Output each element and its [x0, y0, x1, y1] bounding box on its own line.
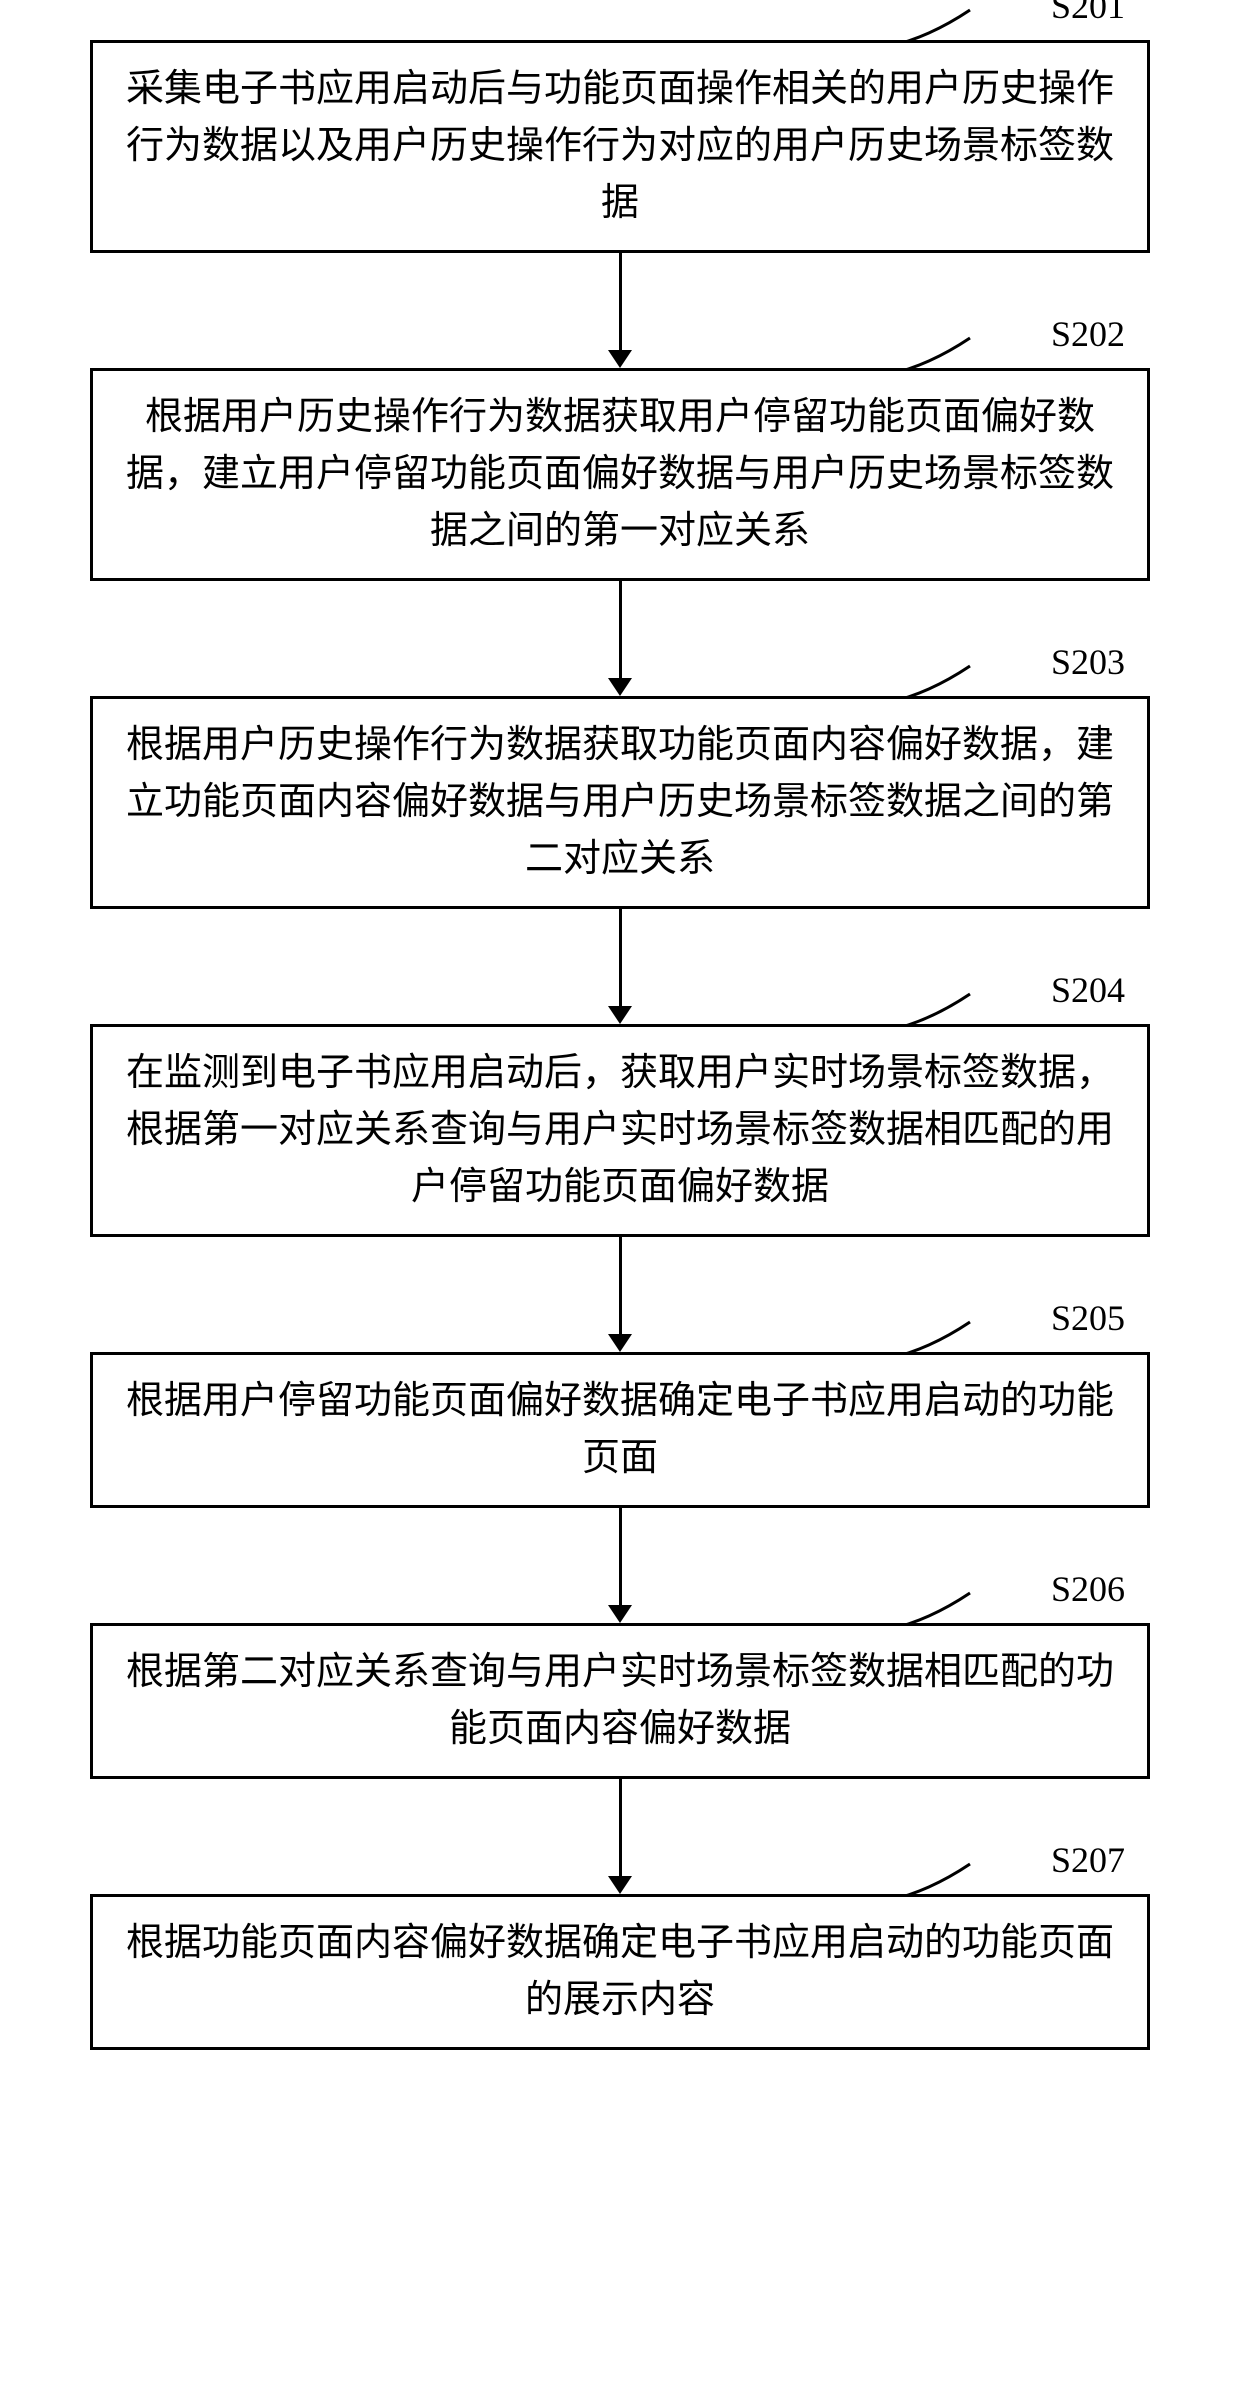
step-box: 根据用户历史操作行为数据获取功能页面内容偏好数据，建立功能页面内容偏好数据与用户… — [90, 696, 1150, 909]
step-box: 根据功能页面内容偏好数据确定电子书应用启动的功能页面的展示内容 — [90, 1894, 1150, 2050]
arrow-icon — [608, 1779, 632, 1894]
arrow-icon — [608, 253, 632, 368]
arrow-icon — [608, 581, 632, 696]
step-s206: S206 根据第二对应关系查询与用户实时场景标签数据相匹配的功能页面内容偏好数据 — [20, 1623, 1220, 1779]
step-box: 根据用户历史操作行为数据获取用户停留功能页面偏好数据，建立用户停留功能页面偏好数… — [90, 368, 1150, 581]
step-label: S203 — [1051, 641, 1125, 683]
step-box: 采集电子书应用启动后与功能页面操作相关的用户历史操作行为数据以及用户历史操作行为… — [90, 40, 1150, 253]
step-s203: S203 根据用户历史操作行为数据获取功能页面内容偏好数据，建立功能页面内容偏好… — [20, 696, 1220, 909]
step-s201: S201 采集电子书应用启动后与功能页面操作相关的用户历史操作行为数据以及用户历… — [20, 40, 1220, 253]
step-label: S201 — [1051, 0, 1125, 27]
arrow-icon — [608, 909, 632, 1024]
flowchart-container: S201 采集电子书应用启动后与功能页面操作相关的用户历史操作行为数据以及用户历… — [20, 40, 1220, 2050]
step-label: S206 — [1051, 1568, 1125, 1610]
step-label: S207 — [1051, 1839, 1125, 1881]
step-box: 根据第二对应关系查询与用户实时场景标签数据相匹配的功能页面内容偏好数据 — [90, 1623, 1150, 1779]
step-s207: S207 根据功能页面内容偏好数据确定电子书应用启动的功能页面的展示内容 — [20, 1894, 1220, 2050]
arrow-icon — [608, 1508, 632, 1623]
step-s202: S202 根据用户历史操作行为数据获取用户停留功能页面偏好数据，建立用户停留功能… — [20, 368, 1220, 581]
step-s205: S205 根据用户停留功能页面偏好数据确定电子书应用启动的功能页面 — [20, 1352, 1220, 1508]
arrow-icon — [608, 1237, 632, 1352]
step-label: S202 — [1051, 313, 1125, 355]
step-box: 根据用户停留功能页面偏好数据确定电子书应用启动的功能页面 — [90, 1352, 1150, 1508]
step-label: S204 — [1051, 969, 1125, 1011]
step-box: 在监测到电子书应用启动后，获取用户实时场景标签数据，根据第一对应关系查询与用户实… — [90, 1024, 1150, 1237]
step-label: S205 — [1051, 1297, 1125, 1339]
step-s204: S204 在监测到电子书应用启动后，获取用户实时场景标签数据，根据第一对应关系查… — [20, 1024, 1220, 1237]
